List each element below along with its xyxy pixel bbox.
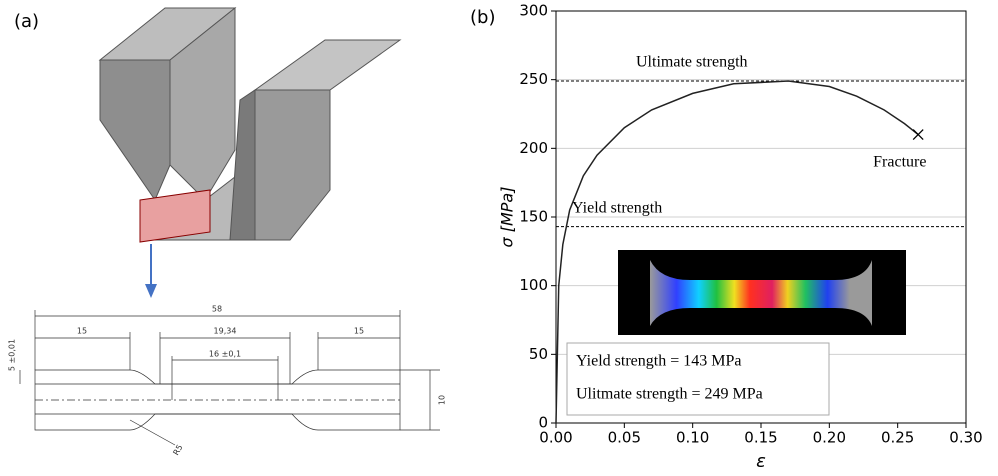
- technical-drawing: [19, 310, 440, 446]
- x-tick-label: 0.05: [608, 429, 641, 447]
- y-tick-label: 300: [519, 2, 548, 20]
- dimension: 19,34: [214, 327, 237, 336]
- data-line: [555, 80, 919, 424]
- arrow-head: [145, 284, 157, 298]
- dimension: 15: [354, 327, 364, 336]
- dimension: 58: [212, 305, 222, 314]
- panel-label: (a): [14, 11, 39, 32]
- y-tick-label: 100: [519, 276, 548, 294]
- y-tick-label: 150: [519, 208, 548, 226]
- reference-label: Ultimate strength: [636, 54, 748, 71]
- channel-3d: [98, 6, 402, 243]
- x-tick-label: 0.25: [881, 429, 914, 447]
- chart: σ [MPa] ε Yield strength = 143 MPa Ulitm…: [498, 2, 983, 473]
- dimension: 15: [77, 327, 87, 336]
- x-tick-label: 0.10: [676, 429, 709, 447]
- dic-specimen: [650, 260, 872, 326]
- fracture-marker: [912, 129, 924, 141]
- fracture-label: Fracture: [873, 153, 926, 170]
- plot-frame: [555, 10, 967, 424]
- panel-label: (b): [470, 7, 495, 28]
- y-tick-label: 200: [519, 139, 548, 157]
- x-tick-label: 0.20: [813, 429, 846, 447]
- text-box: [566, 342, 830, 416]
- x-tick-label: 0.15: [744, 429, 777, 447]
- reference-label: Yield strength: [572, 199, 662, 216]
- dimension: 10: [438, 395, 447, 405]
- y-tick-label: 0: [538, 414, 548, 432]
- y-axis-label: σ [MPa]: [498, 187, 517, 248]
- y-tick-label: 250: [519, 70, 548, 88]
- annotation: Yield strength = 143 MPa: [576, 353, 741, 370]
- x-tick-label: 0.30: [949, 429, 982, 447]
- annotation: Ulitmate strength = 249 MPa: [576, 386, 763, 403]
- dimension: 5 ±0,01: [8, 339, 17, 371]
- x-tick-label: 0.00: [539, 429, 572, 447]
- dimension: R5: [171, 443, 184, 457]
- y-tick-label: 50: [529, 345, 548, 363]
- x-axis-label: ε: [756, 451, 766, 472]
- dimension: 16 ±0,1: [209, 350, 241, 359]
